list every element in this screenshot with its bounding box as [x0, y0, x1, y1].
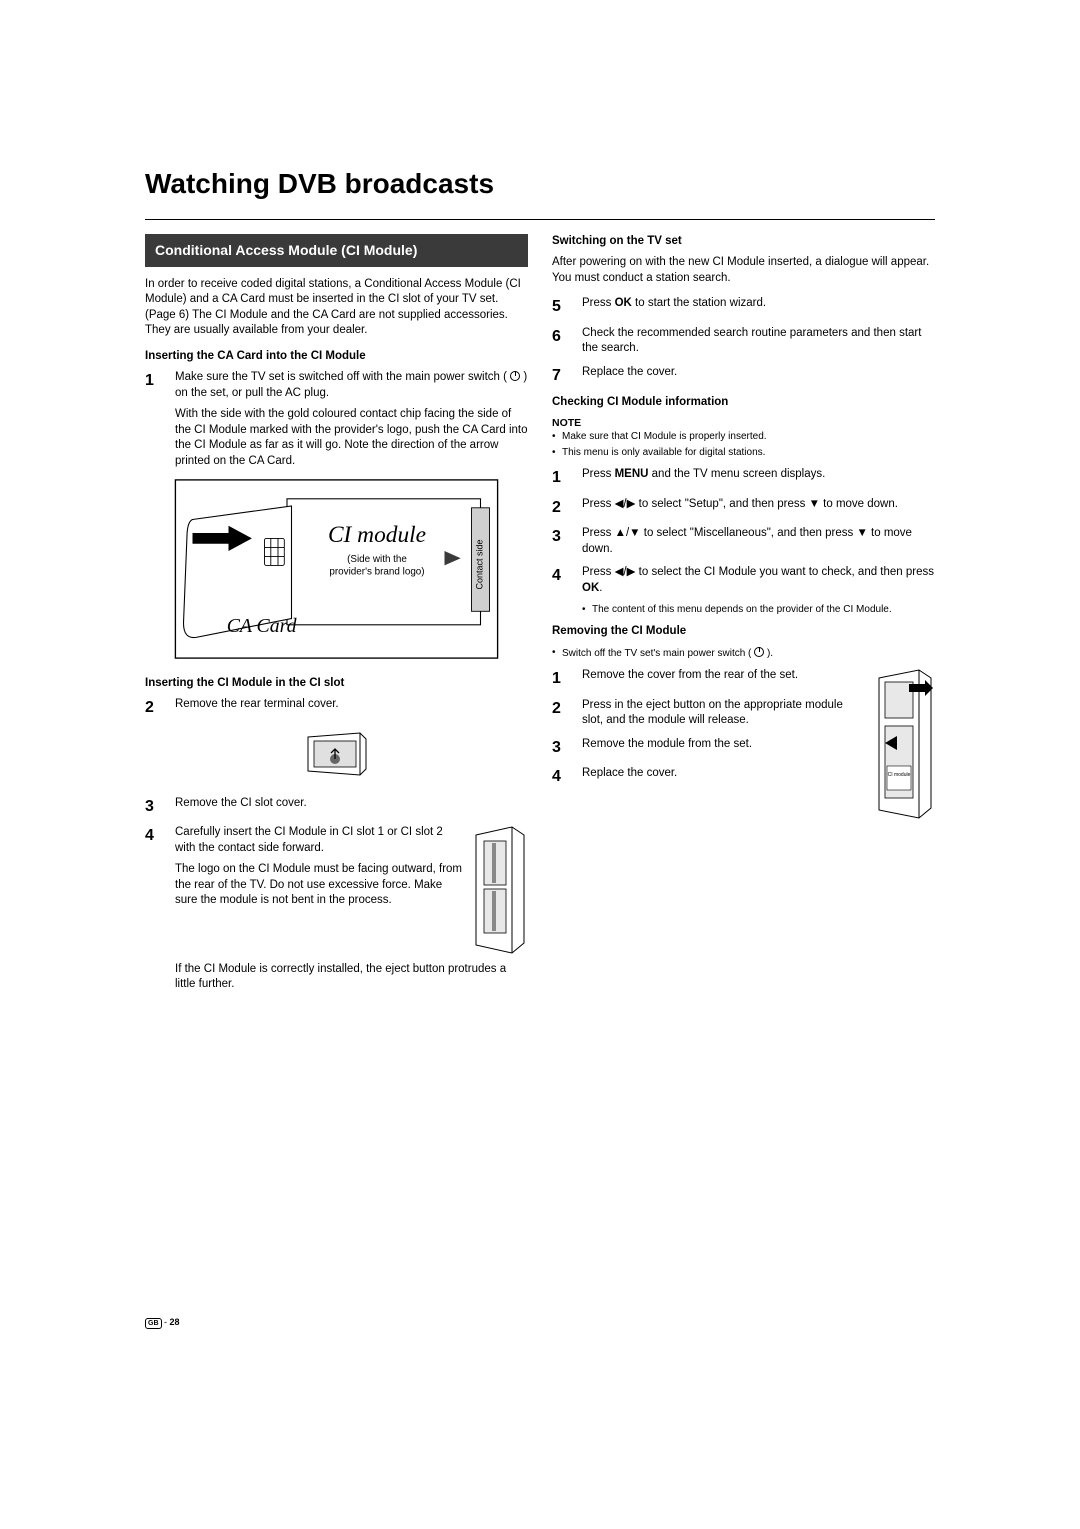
ca-card-label: CA Card [227, 615, 297, 637]
step-number: 1 [552, 467, 568, 489]
step-7: 7 Replace the cover. [552, 365, 935, 387]
step-number: 3 [552, 526, 568, 557]
right-column: Switching on the TV set After powering o… [552, 234, 935, 1001]
title-underline [145, 219, 935, 220]
step-2: 2 Remove the rear terminal cover. [145, 697, 528, 719]
step-text: Press ◀/▶ to select the CI Module you wa… [582, 565, 935, 596]
remove-step-4: 4 Replace the cover. [552, 766, 867, 788]
note-list: Make sure that CI Module is properly ins… [552, 430, 935, 459]
step-text: Replace the cover. [582, 766, 867, 782]
step-text: Press ▲/▼ to select "Miscellaneous", and… [582, 526, 935, 557]
sub-bullet: The content of this menu depends on the … [582, 603, 935, 617]
ca-card-diagram: CI module (Side with the provider's bran… [145, 479, 528, 666]
step-number: 1 [552, 668, 568, 690]
sub-bullet-list: The content of this menu depends on the … [582, 603, 935, 617]
step-text: Remove the CI slot cover. [175, 796, 528, 812]
step-text: Make sure the TV set is switched off wit… [175, 370, 528, 401]
step-4: 4 Carefully insert the CI Module in CI s… [145, 825, 528, 993]
power-icon [510, 371, 520, 381]
step-text: Remove the module from the set. [582, 737, 867, 753]
side-text: (Side with the [347, 554, 407, 565]
ci-module-small: CI module [888, 772, 911, 778]
step-1: 1 Make sure the TV set is switched off w… [145, 370, 528, 469]
subheading-removing: Removing the CI Module [552, 624, 935, 640]
step-text: Press in the eject button on the appropr… [582, 698, 867, 729]
region-badge: GB [145, 1318, 162, 1329]
step-number: 2 [552, 698, 568, 729]
power-icon [754, 647, 764, 657]
note-item: Make sure that CI Module is properly ins… [552, 430, 935, 444]
page-number: - 28 [164, 1317, 180, 1327]
subheading-insert-ca: Inserting the CA Card into the CI Module [145, 349, 528, 365]
step-text: Remove the cover from the rear of the se… [582, 668, 867, 684]
step-number: 3 [145, 796, 161, 818]
page-footer: GB - 28 [145, 1316, 180, 1329]
step-number: 2 [552, 497, 568, 519]
step-number: 5 [552, 296, 568, 318]
step-text: Remove the rear terminal cover. [175, 697, 528, 713]
check-step-4: 4 Press ◀/▶ to select the CI Module you … [552, 565, 935, 616]
removal-diagram: CI module [875, 668, 935, 830]
step-text: Press ◀/▶ to select "Setup", and then pr… [582, 497, 935, 513]
subheading-insert-ci: Inserting the CI Module in the CI slot [145, 676, 528, 692]
left-column: Conditional Access Module (CI Module) In… [145, 234, 528, 1001]
intro-paragraph: In order to receive coded digital statio… [145, 277, 528, 339]
section-heading: Conditional Access Module (CI Module) [145, 234, 528, 267]
step-text: If the CI Module is correctly installed,… [175, 962, 528, 993]
step-number: 7 [552, 365, 568, 387]
step-text: Check the recommended search routine par… [582, 326, 935, 357]
contact-side-label: Contact side [474, 540, 484, 590]
note-item: Switch off the TV set's main power switc… [552, 646, 935, 661]
remove-step-1: 1 Remove the cover from the rear of the … [552, 668, 867, 690]
slot-diagram [472, 825, 528, 962]
step-number: 3 [552, 737, 568, 759]
step-text: With the side with the gold coloured con… [175, 407, 528, 469]
note-item: This menu is only available for digital … [552, 446, 935, 460]
remove-step-2: 2 Press in the eject button on the appro… [552, 698, 867, 729]
page-title: Watching DVB broadcasts [145, 165, 935, 203]
step-text: Replace the cover. [582, 365, 935, 381]
note-label: NOTE [552, 416, 935, 430]
cover-diagram [145, 729, 528, 786]
check-step-1: 1 Press MENU and the TV menu screen disp… [552, 467, 935, 489]
subheading-checking: Checking CI Module information [552, 395, 935, 411]
step-number: 1 [145, 370, 161, 469]
subheading-switching: Switching on the TV set [552, 234, 935, 250]
ci-module-label: CI module [328, 522, 426, 548]
step-number: 4 [552, 766, 568, 788]
step-text: Press MENU and the TV menu screen displa… [582, 467, 935, 483]
switching-para: After powering on with the new CI Module… [552, 255, 935, 286]
check-step-3: 3 Press ▲/▼ to select "Miscellaneous", a… [552, 526, 935, 557]
remove-step-3: 3 Remove the module from the set. [552, 737, 867, 759]
side-text: provider's brand logo) [329, 567, 424, 578]
step-number: 6 [552, 326, 568, 357]
check-step-2: 2 Press ◀/▶ to select "Setup", and then … [552, 497, 935, 519]
step-number: 4 [145, 825, 161, 993]
remove-note-list: Switch off the TV set's main power switc… [552, 646, 935, 661]
step-number: 2 [145, 697, 161, 719]
step-6: 6 Check the recommended search routine p… [552, 326, 935, 357]
step-5: 5 Press OK to start the station wizard. [552, 296, 935, 318]
step-number: 4 [552, 565, 568, 616]
step-text: Press OK to start the station wizard. [582, 296, 935, 312]
step-3: 3 Remove the CI slot cover. [145, 796, 528, 818]
